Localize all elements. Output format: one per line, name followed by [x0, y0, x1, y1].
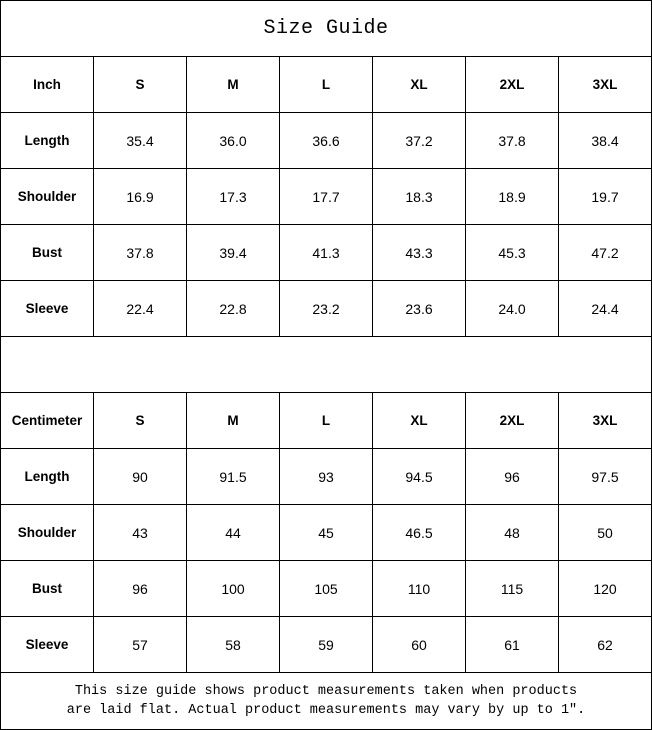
measurement-cell: 91.5 [186, 448, 280, 505]
measurement-cell: 39.4 [186, 224, 280, 281]
measurement-cell: 38.4 [557, 112, 653, 169]
measurement-cell: 110 [372, 560, 466, 617]
row-label-length: Length [0, 112, 94, 169]
measurement-cell: 22.8 [186, 280, 280, 337]
size-header-2xl: 2XL [465, 56, 559, 113]
measurement-cell: 43 [93, 504, 187, 561]
size-header-l: L [279, 56, 373, 113]
size-header-s: S [93, 56, 187, 113]
measurement-cell: 17.3 [186, 168, 280, 225]
size-header-2xl: 2XL [465, 392, 559, 449]
measurement-cell: 41.3 [279, 224, 373, 281]
measurement-cell: 43.3 [372, 224, 466, 281]
table-row: Sleeve 22.4 22.8 23.2 23.6 24.0 24.4 [0, 280, 653, 337]
inch-header-row: Inch S M L XL 2XL 3XL [0, 56, 653, 113]
measurement-cell: 115 [465, 560, 559, 617]
size-header-m: M [186, 392, 280, 449]
measurement-cell: 48 [465, 504, 559, 561]
measurement-cell: 120 [557, 560, 653, 617]
measurement-cell: 37.8 [93, 224, 187, 281]
measurement-cell: 58 [186, 616, 280, 673]
spacer-row [0, 336, 653, 393]
row-label-length: Length [0, 448, 94, 505]
centimeter-header-row: Centimeter S M L XL 2XL 3XL [0, 392, 653, 449]
measurement-cell: 96 [93, 560, 187, 617]
measurement-cell: 60 [372, 616, 466, 673]
measurement-cell: 37.2 [372, 112, 466, 169]
title-row: Size Guide [0, 0, 653, 57]
footer-line-1: This size guide shows product measuremen… [74, 684, 578, 699]
measurement-cell: 24.4 [557, 280, 653, 337]
measurement-cell: 45 [279, 504, 373, 561]
measurement-cell: 90 [93, 448, 187, 505]
measurement-cell: 62 [557, 616, 653, 673]
measurement-cell: 94.5 [372, 448, 466, 505]
measurement-cell: 47.2 [557, 224, 653, 281]
measurement-cell: 57 [93, 616, 187, 673]
measurement-cell: 36.6 [279, 112, 373, 169]
measurement-cell: 23.2 [279, 280, 373, 337]
footer-row: This size guide shows product measuremen… [0, 672, 653, 730]
measurement-cell: 24.0 [465, 280, 559, 337]
size-header-3xl: 3XL [557, 56, 653, 113]
measurement-cell: 18.3 [372, 168, 466, 225]
measurement-cell: 45.3 [465, 224, 559, 281]
measurement-cell: 22.4 [93, 280, 187, 337]
measurement-cell: 18.9 [465, 168, 559, 225]
measurement-cell: 50 [557, 504, 653, 561]
measurement-cell: 16.9 [93, 168, 187, 225]
measurement-cell: 61 [465, 616, 559, 673]
table-row: Length 90 91.5 93 94.5 96 97.5 [0, 448, 653, 505]
measurement-cell: 44 [186, 504, 280, 561]
table-row: Shoulder 43 44 45 46.5 48 50 [0, 504, 653, 561]
measurement-cell: 93 [279, 448, 373, 505]
size-header-xl: XL [372, 56, 466, 113]
row-label-sleeve: Sleeve [0, 616, 94, 673]
row-label-shoulder: Shoulder [0, 504, 94, 561]
table-row: Shoulder 16.9 17.3 17.7 18.3 18.9 19.7 [0, 168, 653, 225]
measurement-cell: 35.4 [93, 112, 187, 169]
footer-note: This size guide shows product measuremen… [0, 672, 653, 730]
table-row: Length 35.4 36.0 36.6 37.2 37.8 38.4 [0, 112, 653, 169]
size-header-xl: XL [372, 392, 466, 449]
row-label-shoulder: Shoulder [0, 168, 94, 225]
page-title: Size Guide [0, 0, 653, 57]
row-label-sleeve: Sleeve [0, 280, 94, 337]
size-header-l: L [279, 392, 373, 449]
size-header-m: M [186, 56, 280, 113]
measurement-cell: 100 [186, 560, 280, 617]
size-header-s: S [93, 392, 187, 449]
measurement-cell: 19.7 [557, 168, 653, 225]
unit-label: Inch [0, 56, 94, 113]
table-row: Sleeve 57 58 59 60 61 62 [0, 616, 653, 673]
measurement-cell: 23.6 [372, 280, 466, 337]
measurement-cell: 37.8 [465, 112, 559, 169]
unit-label: Centimeter [0, 392, 94, 449]
measurement-cell: 59 [279, 616, 373, 673]
row-label-bust: Bust [0, 560, 94, 617]
table-row: Bust 37.8 39.4 41.3 43.3 45.3 47.2 [0, 224, 653, 281]
table-row: Bust 96 100 105 110 115 120 [0, 560, 653, 617]
row-label-bust: Bust [0, 224, 94, 281]
footer-line-2: are laid flat. Actual product measuremen… [66, 703, 586, 718]
measurement-cell: 96 [465, 448, 559, 505]
measurement-cell: 105 [279, 560, 373, 617]
measurement-cell: 97.5 [557, 448, 653, 505]
measurement-cell: 36.0 [186, 112, 280, 169]
spacer-cell [0, 336, 653, 393]
size-header-3xl: 3XL [557, 392, 653, 449]
measurement-cell: 46.5 [372, 504, 466, 561]
measurement-cell: 17.7 [279, 168, 373, 225]
